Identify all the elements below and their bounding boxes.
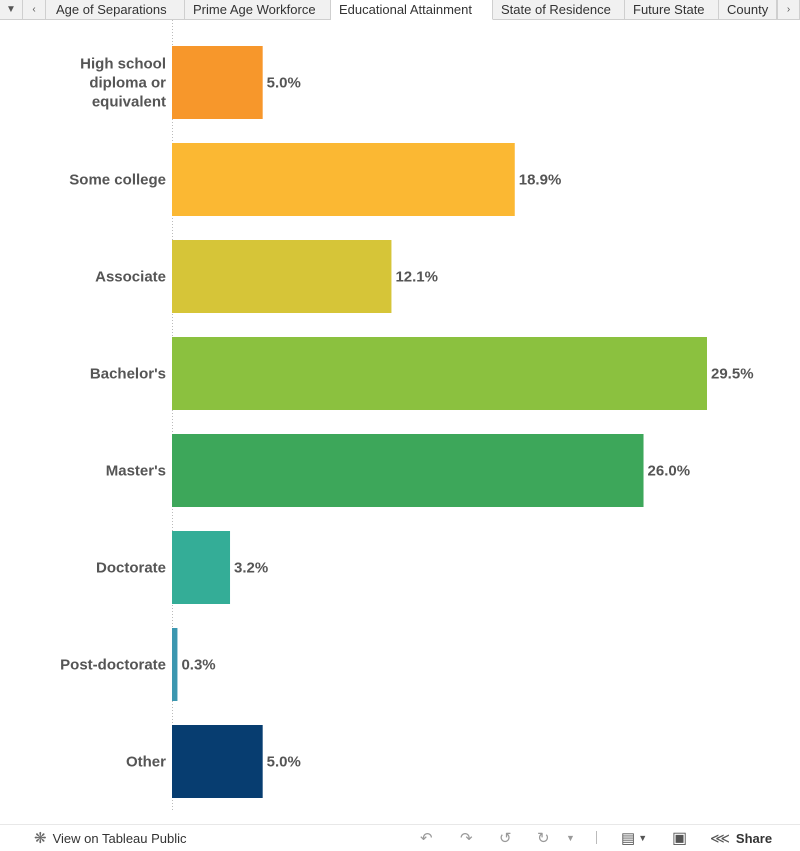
fullscreen-icon: ▣	[672, 830, 688, 847]
data-label: 5.0%	[267, 75, 301, 92]
share-button[interactable]: ⋘ Share	[710, 825, 772, 851]
chevron-right-icon[interactable]: ›	[777, 0, 800, 19]
tab-label: County	[727, 2, 769, 17]
bar[interactable]	[172, 143, 515, 216]
tab-label: Future State	[633, 2, 705, 17]
tab-age-of-separations[interactable]: Age of Separations	[48, 0, 185, 20]
category-label: Master's	[106, 463, 166, 480]
category-label: Associate	[95, 269, 166, 286]
category-label: Post-doctorate	[60, 657, 166, 674]
redo-icon: ↷	[460, 830, 473, 847]
fullscreen-button[interactable]: ▣	[672, 825, 687, 851]
caret-down-icon: ▼	[638, 833, 648, 843]
tab-educational-attainment[interactable]: Educational Attainment	[331, 0, 493, 20]
tab-future-state[interactable]: Future State	[625, 0, 719, 20]
data-label: 18.9%	[519, 172, 562, 189]
share-icon: ⋘	[710, 829, 730, 846]
bar[interactable]	[172, 46, 263, 119]
undo-button[interactable]: ↶	[420, 825, 433, 851]
tab-bar: ▼ ‹ Age of Separations Prime Age Workfor…	[0, 0, 800, 20]
download-button[interactable]: ▤ ▼	[621, 825, 647, 851]
tableau-logo-icon: ❋	[34, 830, 47, 847]
share-label: Share	[735, 830, 773, 846]
divider	[596, 831, 597, 844]
revert-button[interactable]: ↺	[499, 825, 512, 851]
tab-label: Prime Age Workforce	[193, 2, 316, 17]
pause-dropdown[interactable]: ▼	[566, 825, 575, 851]
chevron-left-icon[interactable]: ‹	[23, 0, 46, 19]
tab-state-of-residence[interactable]: State of Residence	[493, 0, 625, 20]
data-label: 12.1%	[395, 269, 438, 286]
category-label: Doctorate	[96, 560, 166, 577]
bar[interactable]	[172, 337, 707, 410]
view-on-tableau-link[interactable]: ❋ View on Tableau Public	[34, 825, 187, 851]
refresh-icon: ↻	[537, 830, 550, 847]
caret-down-icon: ▼	[566, 833, 575, 843]
tab-county[interactable]: County	[719, 0, 777, 20]
redo-button[interactable]: ↷	[460, 825, 473, 851]
footer-toolbar: ❋ View on Tableau Public ↶ ↷ ↺ ↻ ▼ ▤ ▼ ▣…	[0, 824, 800, 850]
data-label: 3.2%	[234, 560, 268, 577]
bar[interactable]	[172, 240, 392, 313]
tab-prime-age-workforce[interactable]: Prime Age Workforce	[185, 0, 331, 20]
tab-label: State of Residence	[501, 2, 611, 17]
category-label: High school diploma or equivalent	[80, 56, 166, 111]
caret-down-icon[interactable]: ▼	[0, 0, 23, 19]
category-label: Some college	[69, 172, 166, 189]
view-on-tableau-label: View on Tableau Public	[52, 830, 187, 846]
refresh-button[interactable]: ↻	[537, 825, 550, 851]
data-label: 26.0%	[648, 463, 691, 480]
data-label: 5.0%	[267, 754, 301, 771]
bar-chart: High school diploma or equivalent 5.0% Some …	[60, 20, 754, 810]
bar[interactable]	[172, 628, 178, 701]
bar[interactable]	[172, 434, 644, 507]
data-label: 29.5%	[711, 366, 754, 383]
tab-label: Educational Attainment	[339, 2, 472, 17]
tab-label: Age of Separations	[56, 2, 167, 17]
data-label: 0.3%	[181, 657, 215, 674]
revert-icon: ↺	[499, 830, 512, 847]
category-label: Other	[126, 754, 166, 771]
category-label: Bachelor's	[90, 366, 166, 383]
bar[interactable]	[172, 531, 231, 604]
download-icon: ▤	[621, 830, 636, 847]
undo-icon: ↶	[420, 830, 433, 847]
bar[interactable]	[172, 725, 263, 798]
